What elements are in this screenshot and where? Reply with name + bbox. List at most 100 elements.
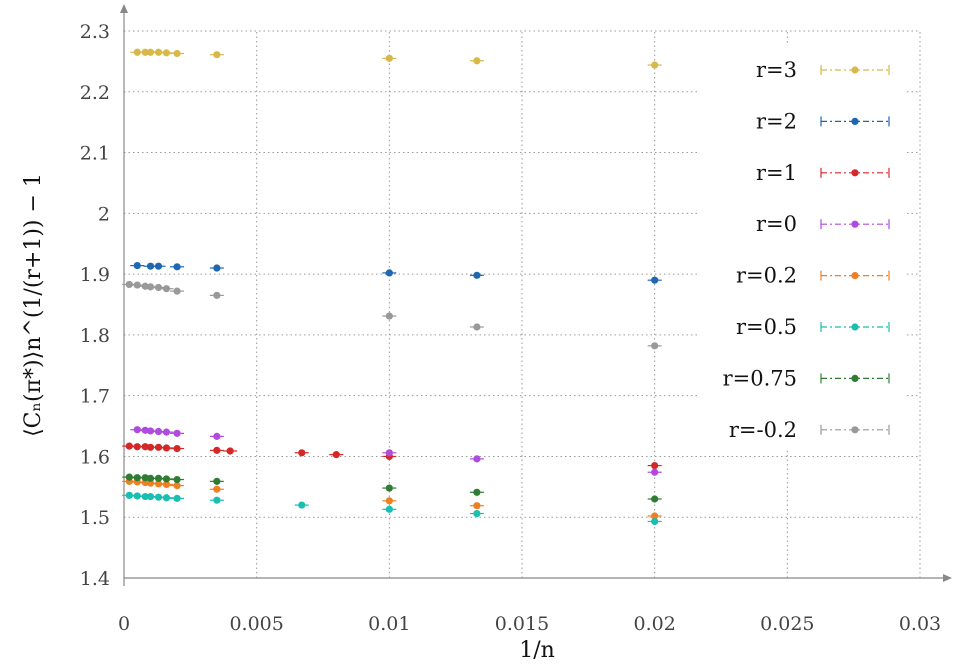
- data-point: [173, 482, 181, 490]
- data-point: [125, 442, 133, 450]
- data-point: [133, 474, 141, 482]
- legend-label: r=-0.2: [729, 418, 797, 442]
- x-tick-label: 0.03: [899, 613, 941, 635]
- data-point: [213, 477, 221, 485]
- data-point: [154, 283, 163, 292]
- data-point: [162, 444, 171, 452]
- legend: r=3 r=2 r=1 r=0 r=0.2 r=0.5 r=0.75 r=-0.2: [700, 45, 905, 450]
- data-point: [226, 447, 234, 455]
- legend-item: r=1: [756, 161, 890, 185]
- series-r=0.75: [122, 473, 662, 503]
- data-point: [133, 492, 141, 500]
- y-tick-label: 2.1: [80, 143, 110, 165]
- data-point: [162, 480, 171, 489]
- data-point: [385, 484, 393, 492]
- series-r=0.5: [122, 491, 662, 526]
- data-point: [162, 475, 171, 483]
- data-point: [173, 429, 181, 437]
- data-point: [651, 495, 659, 503]
- data-point: [133, 426, 141, 434]
- data-point: [162, 49, 171, 57]
- legend-item: r=0.5: [736, 315, 890, 339]
- data-point: [154, 262, 163, 270]
- legend-label: r=2: [756, 109, 797, 133]
- data-point: [651, 342, 659, 350]
- x-axis-title: 1/n: [519, 638, 555, 663]
- legend-marker: [851, 66, 859, 74]
- y-tick-label: 1.5: [80, 507, 110, 529]
- series-r=0.2: [122, 477, 662, 520]
- series-r=0: [130, 426, 662, 476]
- y-axis-arrow: [120, 4, 128, 13]
- legend-label: r=1: [756, 161, 797, 185]
- y-tick-label: 1.4: [80, 568, 110, 590]
- x-tick-labels: 0 0.005 0.01 0.015 0.02 0.025 0.03: [118, 613, 941, 635]
- data-point: [385, 497, 393, 505]
- x-axis-arrow: [943, 574, 952, 582]
- series-r=3: [130, 48, 662, 69]
- data-point: [146, 48, 155, 56]
- y-tick-label: 2.3: [80, 21, 110, 43]
- x-tick-label: 0.025: [760, 613, 814, 635]
- data-point: [125, 280, 133, 289]
- axes: [120, 4, 952, 586]
- data-point: [651, 468, 659, 476]
- legend-marker: [851, 374, 859, 382]
- data-point: [473, 271, 481, 279]
- data-point: [141, 426, 149, 434]
- x-tick-label: 0: [118, 613, 130, 635]
- data-point: [213, 291, 221, 299]
- data-point: [173, 49, 181, 58]
- legend-label: r=0.75: [723, 366, 797, 390]
- data-point: [473, 323, 481, 331]
- y-tick-label: 1.9: [80, 264, 110, 286]
- x-tick-label: 0.02: [634, 613, 676, 635]
- legend-item: r=0.2: [736, 264, 890, 288]
- legend-item: r=0: [756, 212, 890, 236]
- y-tick-label: 1.7: [80, 386, 110, 408]
- data-point: [173, 444, 181, 453]
- data-point: [298, 449, 306, 457]
- data-point: [651, 61, 659, 69]
- data-point: [133, 443, 141, 451]
- data-point: [298, 501, 306, 509]
- data-point: [146, 492, 155, 501]
- data-point: [385, 449, 393, 457]
- data-point: [146, 474, 155, 482]
- legend-marker: [851, 272, 859, 280]
- data-point: [332, 451, 340, 459]
- data-point: [154, 443, 163, 451]
- legend-item: r=-0.2: [729, 418, 890, 442]
- y-tick-label: 1.8: [80, 325, 110, 347]
- legend-marker: [851, 220, 859, 228]
- x-tick-label: 0.005: [229, 613, 283, 635]
- data-point: [146, 443, 155, 451]
- data-point: [385, 505, 393, 513]
- y-tick-label: 1.6: [80, 446, 110, 468]
- data-point: [133, 48, 141, 56]
- legend-item: r=2: [756, 109, 890, 133]
- data-point: [133, 281, 141, 289]
- series-r=1: [122, 442, 662, 470]
- data-point: [141, 282, 149, 290]
- data-point: [213, 51, 221, 59]
- legend-label: r=0.5: [736, 315, 797, 339]
- data-series: [122, 48, 662, 526]
- data-point: [473, 502, 481, 510]
- legend-marker: [851, 323, 859, 331]
- data-point: [125, 491, 133, 499]
- x-tick-label: 0.01: [368, 613, 410, 635]
- data-point: [173, 494, 181, 502]
- data-point: [133, 262, 141, 270]
- data-point: [385, 312, 393, 320]
- data-point: [651, 461, 659, 470]
- data-point: [146, 262, 155, 270]
- data-point: [213, 446, 221, 454]
- data-point: [162, 428, 171, 436]
- data-point: [173, 475, 181, 484]
- data-point: [154, 480, 163, 488]
- data-point: [125, 473, 133, 481]
- y-tick-label: 2: [98, 203, 110, 225]
- data-point: [213, 264, 221, 272]
